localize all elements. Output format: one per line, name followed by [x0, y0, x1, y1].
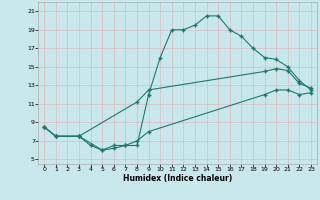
X-axis label: Humidex (Indice chaleur): Humidex (Indice chaleur)	[123, 174, 232, 183]
